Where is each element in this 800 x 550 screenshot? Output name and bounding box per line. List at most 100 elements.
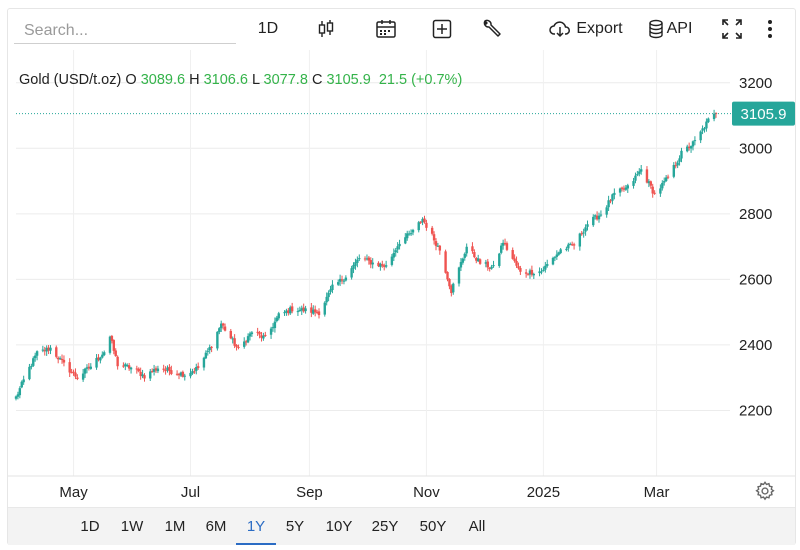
candle-body [425, 222, 428, 228]
export-button[interactable]: Export [546, 15, 626, 43]
candle-body [325, 296, 328, 303]
candle-body [135, 368, 139, 370]
candle-body [300, 308, 303, 311]
settings-gear-icon[interactable] [754, 480, 776, 502]
candle-body [85, 367, 89, 369]
candle-body [381, 264, 384, 266]
date-range-button[interactable] [370, 15, 402, 43]
candle-body [640, 169, 643, 172]
candle-body [16, 394, 20, 397]
candle-body [143, 375, 146, 379]
candle-body [398, 243, 401, 247]
candle-body [141, 374, 144, 377]
candle-body [546, 264, 549, 266]
candle-body [304, 308, 307, 312]
range-1w[interactable]: 1W [120, 518, 144, 535]
candle-body [204, 352, 208, 359]
candle-body [260, 335, 263, 338]
candle-body [383, 265, 386, 267]
x-tick-label: Nov [413, 484, 440, 501]
low-label: L [251, 72, 260, 88]
api-button[interactable]: API [644, 15, 696, 43]
range-6m[interactable]: 6M [205, 518, 227, 535]
range-5y[interactable]: 5Y [285, 518, 305, 535]
close-label: C [311, 72, 323, 88]
candle-body [611, 194, 614, 201]
more-vertical-icon [768, 20, 772, 38]
candle-body [56, 357, 60, 360]
candle-body [597, 215, 601, 220]
candle-body [129, 367, 133, 370]
candle-body [14, 396, 18, 399]
candle-body [354, 262, 357, 266]
candle-body [377, 262, 380, 267]
candle-body [363, 258, 367, 260]
candle-body [340, 279, 344, 281]
y-tick-label: 2800 [739, 206, 772, 223]
candle-body [365, 258, 369, 260]
more-button[interactable] [760, 15, 780, 43]
candle-body [45, 347, 48, 352]
candlestick-icon [318, 20, 334, 37]
fullscreen-button[interactable] [716, 15, 748, 43]
candle-body [599, 214, 603, 216]
candle-body [206, 350, 209, 352]
instrument-name: Gold (USD/t.oz) [19, 72, 122, 88]
candle-body [127, 365, 131, 369]
tools-button[interactable] [476, 15, 508, 43]
search-input[interactable] [14, 18, 236, 44]
candle-body [626, 185, 629, 189]
candle-body [513, 258, 516, 262]
chart-area[interactable]: 2200 2400 2600 2800 3000 3200 May Jul Sep Nov 2025… [8, 50, 795, 506]
candle-body [605, 207, 608, 215]
y-tick-label: 2200 [739, 402, 772, 419]
range-all[interactable]: All [468, 518, 486, 535]
candle-body [557, 252, 560, 255]
candle-body [336, 282, 340, 285]
range-1m[interactable]: 1M [164, 518, 186, 535]
fullscreen-icon [722, 19, 742, 39]
candle-body [448, 279, 451, 287]
export-label: Export [576, 20, 623, 37]
candle-body [68, 362, 71, 373]
candle-body [210, 346, 213, 348]
candle-body [41, 349, 45, 351]
close-value: 3105.9 [326, 72, 371, 88]
candle-body [622, 188, 626, 190]
candle-body [229, 330, 232, 339]
range-1d[interactable]: 1D [80, 518, 100, 535]
candle-body [237, 346, 240, 348]
candle-body [62, 359, 66, 363]
candle-body [505, 243, 509, 250]
candle-body [273, 321, 277, 329]
candle-body [290, 306, 294, 312]
candle-body [636, 174, 639, 176]
candle-body [181, 371, 185, 377]
range-10y[interactable]: 10Y [325, 518, 353, 535]
candle-body [83, 368, 87, 374]
add-indicator-button[interactable] [426, 15, 458, 43]
range-1y[interactable]: 1Y [236, 508, 276, 545]
candle-body [459, 262, 463, 268]
range-25y[interactable]: 25Y [371, 518, 399, 535]
candle-body [672, 164, 676, 177]
last-price-label: 3105.9 [741, 106, 787, 123]
candle-body [269, 328, 273, 335]
add-indicator-icon [432, 19, 452, 39]
candle-body [323, 302, 326, 315]
chart-type-button[interactable] [310, 15, 342, 43]
interval-button[interactable]: 1D [248, 15, 288, 43]
candle-body [663, 181, 666, 183]
candle-body [302, 307, 305, 312]
candle-body [666, 176, 670, 178]
candle-body [396, 246, 399, 250]
candle-body [110, 336, 114, 341]
price-chart[interactable]: 2200 2400 2600 2800 3000 3200 May Jul Sep Nov 2025… [8, 50, 795, 506]
range-50y[interactable]: 50Y [419, 518, 447, 535]
candle-body [618, 188, 622, 193]
candle-body [116, 356, 119, 367]
candle-body [55, 347, 58, 357]
candle-body [406, 233, 409, 239]
candle-body [60, 358, 64, 361]
candle-body [586, 224, 589, 227]
